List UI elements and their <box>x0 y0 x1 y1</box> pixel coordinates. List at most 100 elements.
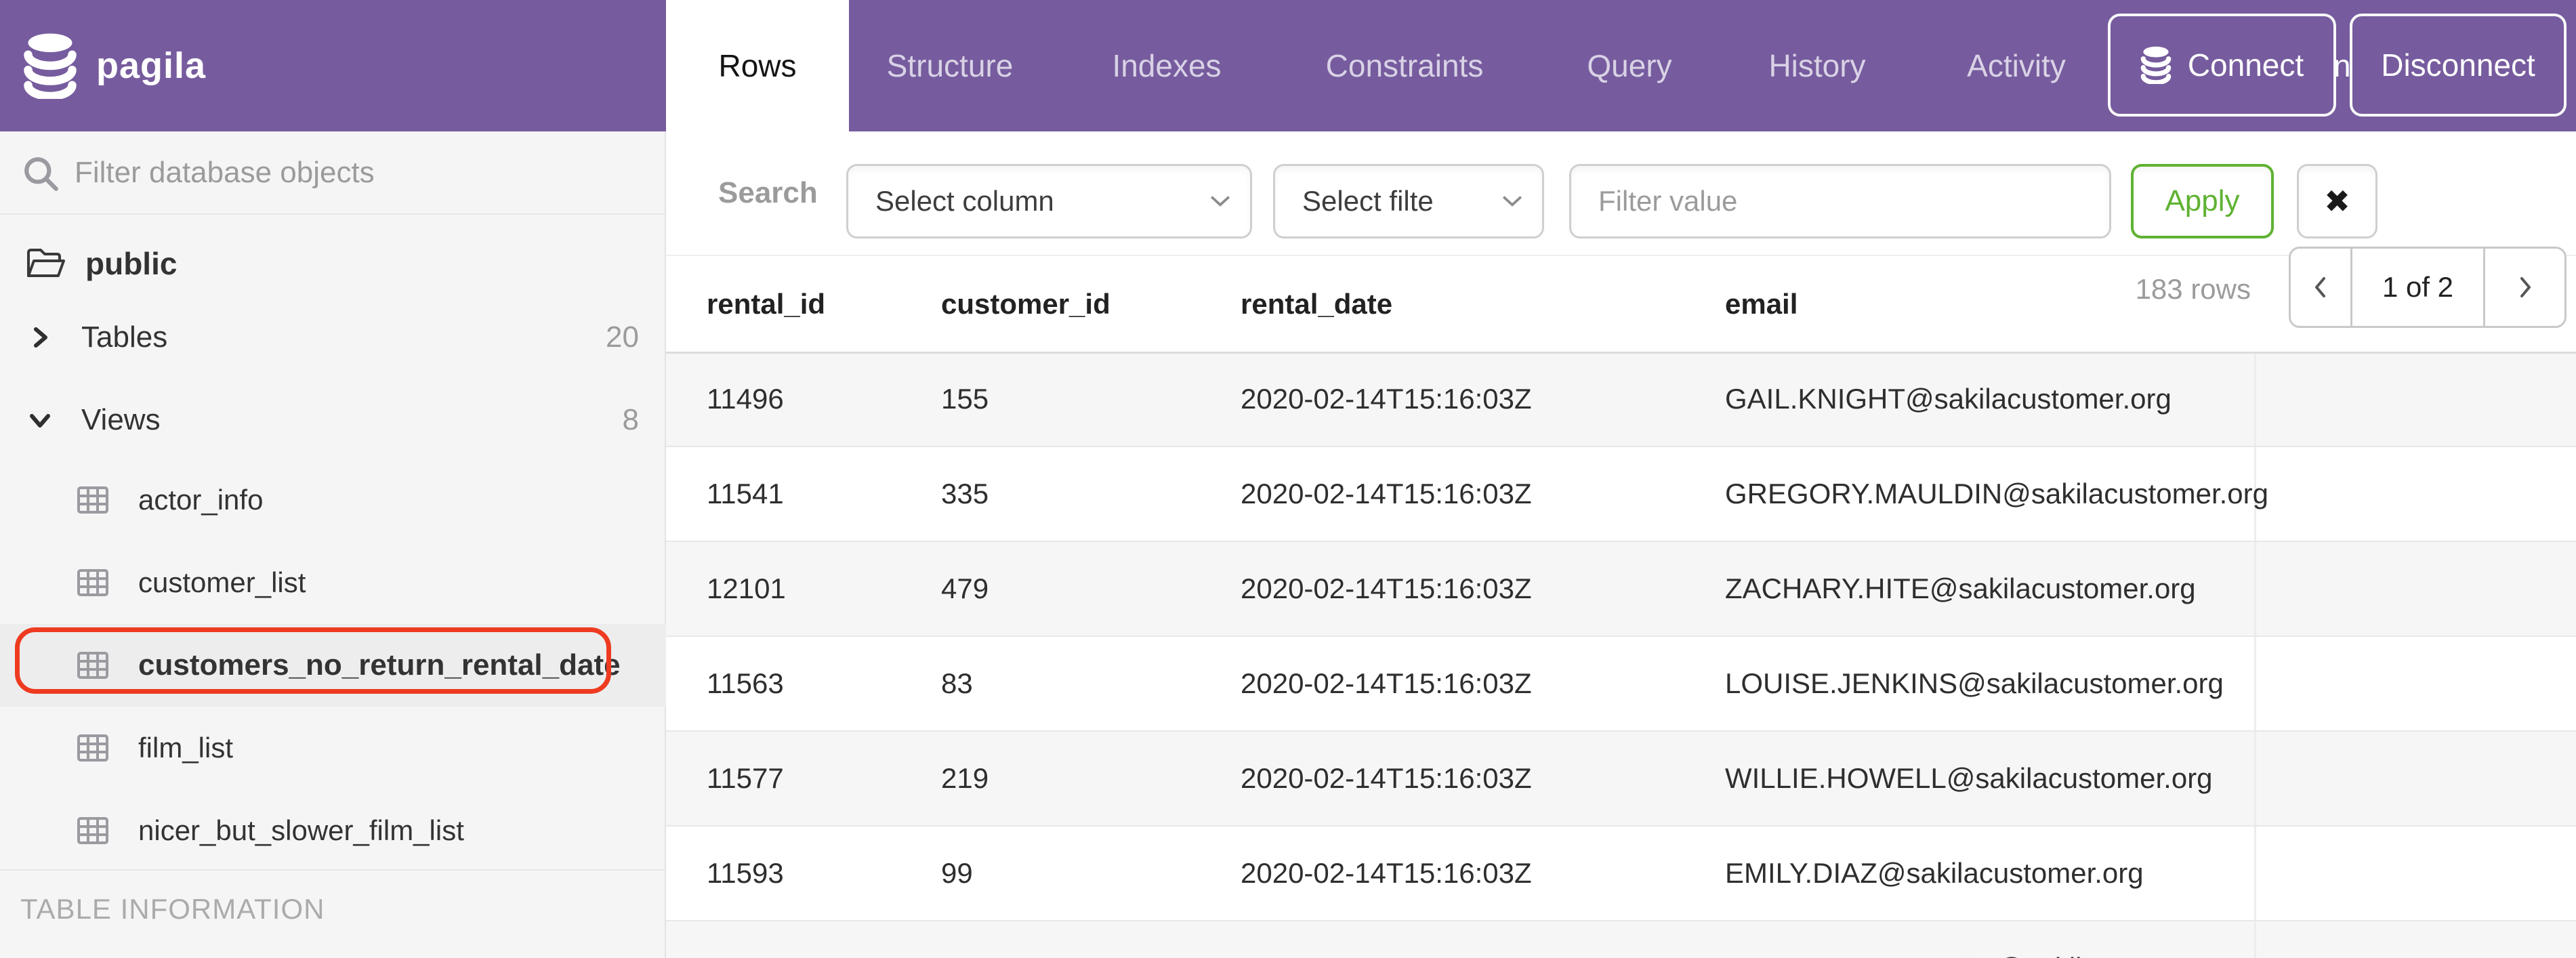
table-information-header: TABLE INFORMATION <box>20 893 325 925</box>
tab-constraints[interactable]: Constraints <box>1326 0 1484 131</box>
cell-customer_id: 99 <box>941 827 973 920</box>
connect-label: Connect <box>2188 47 2304 83</box>
table-body: 11496 155 2020-02-14T15:16:03Z GAIL.KNIGHT@… <box>666 352 2576 958</box>
column-header-customer_id[interactable]: customer_id <box>941 256 1110 352</box>
cell-rental_date: 2020-02-14T15:16:03Z <box>1241 542 1532 636</box>
cell-email: GREGORY.MAULDIN@sakilacustomer.org <box>1725 447 2256 541</box>
chevron-right-icon <box>28 326 51 349</box>
top-header: pagila Rows Structure Indexes Constraints Qu… <box>0 0 2576 131</box>
cell-rental_id: 12101 <box>707 542 786 636</box>
disconnect-label: Disconnect <box>2381 47 2535 83</box>
app-name: pagila <box>96 45 206 87</box>
previous-page-button[interactable] <box>2291 249 2350 326</box>
cell-rental_id: 11541 <box>707 447 784 541</box>
clear-filter-button[interactable]: ✖ <box>2297 164 2377 238</box>
cell-email: LAURIE.LAWRENCE@sakilacustomer.org <box>1725 921 2256 958</box>
x-icon: ✖ <box>2324 183 2350 220</box>
apply-label: Apply <box>2165 184 2239 218</box>
brand: pagila <box>23 0 206 131</box>
database-logo-icon <box>23 33 77 99</box>
sidebar-view-film_list[interactable]: film_list <box>0 707 666 789</box>
sidebar-group-views[interactable]: Views 8 <box>0 388 666 453</box>
tab-rows[interactable]: Rows <box>666 0 849 131</box>
table-row[interactable]: 115772192020-02-14T15:16:03ZWILLIE.HOWEL… <box>666 730 2576 825</box>
chevron-down-icon <box>1501 194 1523 208</box>
connect-button[interactable]: Connect <box>2108 14 2336 117</box>
divider <box>0 869 666 871</box>
select-filter-dropdown[interactable]: Select filte <box>1273 164 1544 238</box>
cell-rental_id: 11577 <box>707 732 784 825</box>
chevron-down-icon <box>1209 194 1231 208</box>
select-filter-value: Select filte <box>1302 185 1434 217</box>
cell-email: EMILY.DIAZ@sakilacustomer.org <box>1725 827 2256 920</box>
table-row[interactable]: 11541 335 2020-02-14T15:16:03Z GREGORY.MAUL… <box>666 446 2576 541</box>
cell-customer_id: 219 <box>941 732 989 825</box>
tab-query[interactable]: Query <box>1587 0 1671 131</box>
page-indicator: 1 of 2 <box>2350 249 2485 326</box>
cell-customer_id: 83 <box>941 637 973 730</box>
cell-rental_id: 11496 <box>707 352 784 446</box>
cell-rental_date: 2020-02-14T15:16:03Z <box>1241 352 1532 446</box>
row-count: 183 rows <box>1965 271 2251 308</box>
sidebar-view-actor_info[interactable]: actor_info <box>0 459 666 541</box>
filter-objects-input[interactable] <box>73 145 591 201</box>
sidebar-group-tables[interactable]: Tables 20 <box>0 305 666 370</box>
cell-customer_id: 479 <box>941 542 989 636</box>
sidebar-view-nicer_but_slower_film_list[interactable]: nicer_but_slower_film_list <box>0 789 666 872</box>
tab-structure[interactable]: Structure <box>887 0 1014 131</box>
column-header-rental_id[interactable]: rental_id <box>707 256 825 352</box>
sidebar: public Tables 20 Views 8 actor_infocusto… <box>0 131 666 958</box>
disconnect-button[interactable]: Disconnect <box>2350 14 2567 117</box>
table-row[interactable]: 11563 83 2020-02-14T15:16:03Z LOUISE.JENKIN… <box>666 636 2576 730</box>
cell-rental_date: 2020-02-14T15:16:03Z <box>1241 921 1532 958</box>
view-label: customer_list <box>138 566 306 599</box>
table-row[interactable]: 11496 155 2020-02-14T15:16:03Z GAIL.KNIGHT@… <box>666 352 2576 446</box>
group-count: 8 <box>623 403 639 437</box>
column-header-rental_date[interactable]: rental_date <box>1241 256 1392 352</box>
folder-open-icon <box>24 245 68 282</box>
pagination: 1 of 2 <box>2289 247 2567 328</box>
pgweb-window: pagila Rows Structure Indexes Constraints Qu… <box>0 0 2576 958</box>
cell-rental_date: 2020-02-14T15:16:03Z <box>1241 732 1532 825</box>
cell-rental_id: 11611 <box>707 921 782 958</box>
table-grid-icon <box>76 731 110 765</box>
table-row[interactable]: 11593992020-02-14T15:16:03ZEMILY.DIAZ@sa… <box>666 825 2576 920</box>
select-column-value: Select column <box>875 185 1054 217</box>
cell-customer_id: 155 <box>941 352 989 446</box>
tab-history[interactable]: History <box>1768 0 1865 131</box>
sidebar-view-customer_list[interactable]: customer_list <box>0 541 666 624</box>
next-page-button[interactable] <box>2485 249 2564 326</box>
schema-public[interactable]: public <box>24 230 177 297</box>
group-count: 20 <box>606 320 639 354</box>
tab-indexes[interactable]: Indexes <box>1112 0 1221 131</box>
group-label: Tables <box>81 320 167 354</box>
cell-customer_id: 192 <box>941 921 989 958</box>
cell-email: ZACHARY.HITE@sakilacustomer.org <box>1725 542 2256 636</box>
tab-activity[interactable]: Activity <box>1967 0 2066 131</box>
apply-button[interactable]: Apply <box>2131 164 2274 238</box>
cell-rental_date: 2020-02-14T15:16:03Z <box>1241 827 1532 920</box>
cell-email: LOUISE.JENKINS@sakilacustomer.org <box>1725 637 2256 730</box>
database-icon <box>2140 46 2172 84</box>
filter-value-input[interactable] <box>1569 164 2111 238</box>
view-label: customers_no_return_rental_date <box>138 648 621 682</box>
table-row[interactable]: 11611 192 2020-02-14T15:16:03Z LAURIE.LAWRE… <box>666 920 2576 958</box>
cell-rental_date: 2020-02-14T15:16:03Z <box>1241 447 1532 541</box>
column-header-email[interactable]: email <box>1725 256 1798 352</box>
cell-customer_id: 335 <box>941 447 989 541</box>
schema-label: public <box>85 245 177 282</box>
view-label: actor_info <box>138 484 263 516</box>
table-grid-icon <box>76 483 110 517</box>
select-column-dropdown[interactable]: Select column <box>846 164 1252 238</box>
cell-rental_date: 2020-02-14T15:16:03Z <box>1241 637 1532 730</box>
table-grid-icon <box>76 814 110 848</box>
table-row[interactable]: 12101 479 2020-02-14T15:16:03Z ZACHARY.HITE… <box>666 541 2576 636</box>
cell-email: GAIL.KNIGHT@sakilacustomer.org <box>1725 352 2256 446</box>
search-icon <box>22 154 61 197</box>
view-label: nicer_but_slower_film_list <box>138 814 464 847</box>
group-label: Views <box>81 403 161 437</box>
cell-rental_id: 11563 <box>707 637 784 730</box>
chevron-down-icon <box>28 409 51 432</box>
sidebar-view-customers_no_return_rental_date[interactable]: customers_no_return_rental_date <box>0 624 666 707</box>
divider <box>0 213 666 215</box>
